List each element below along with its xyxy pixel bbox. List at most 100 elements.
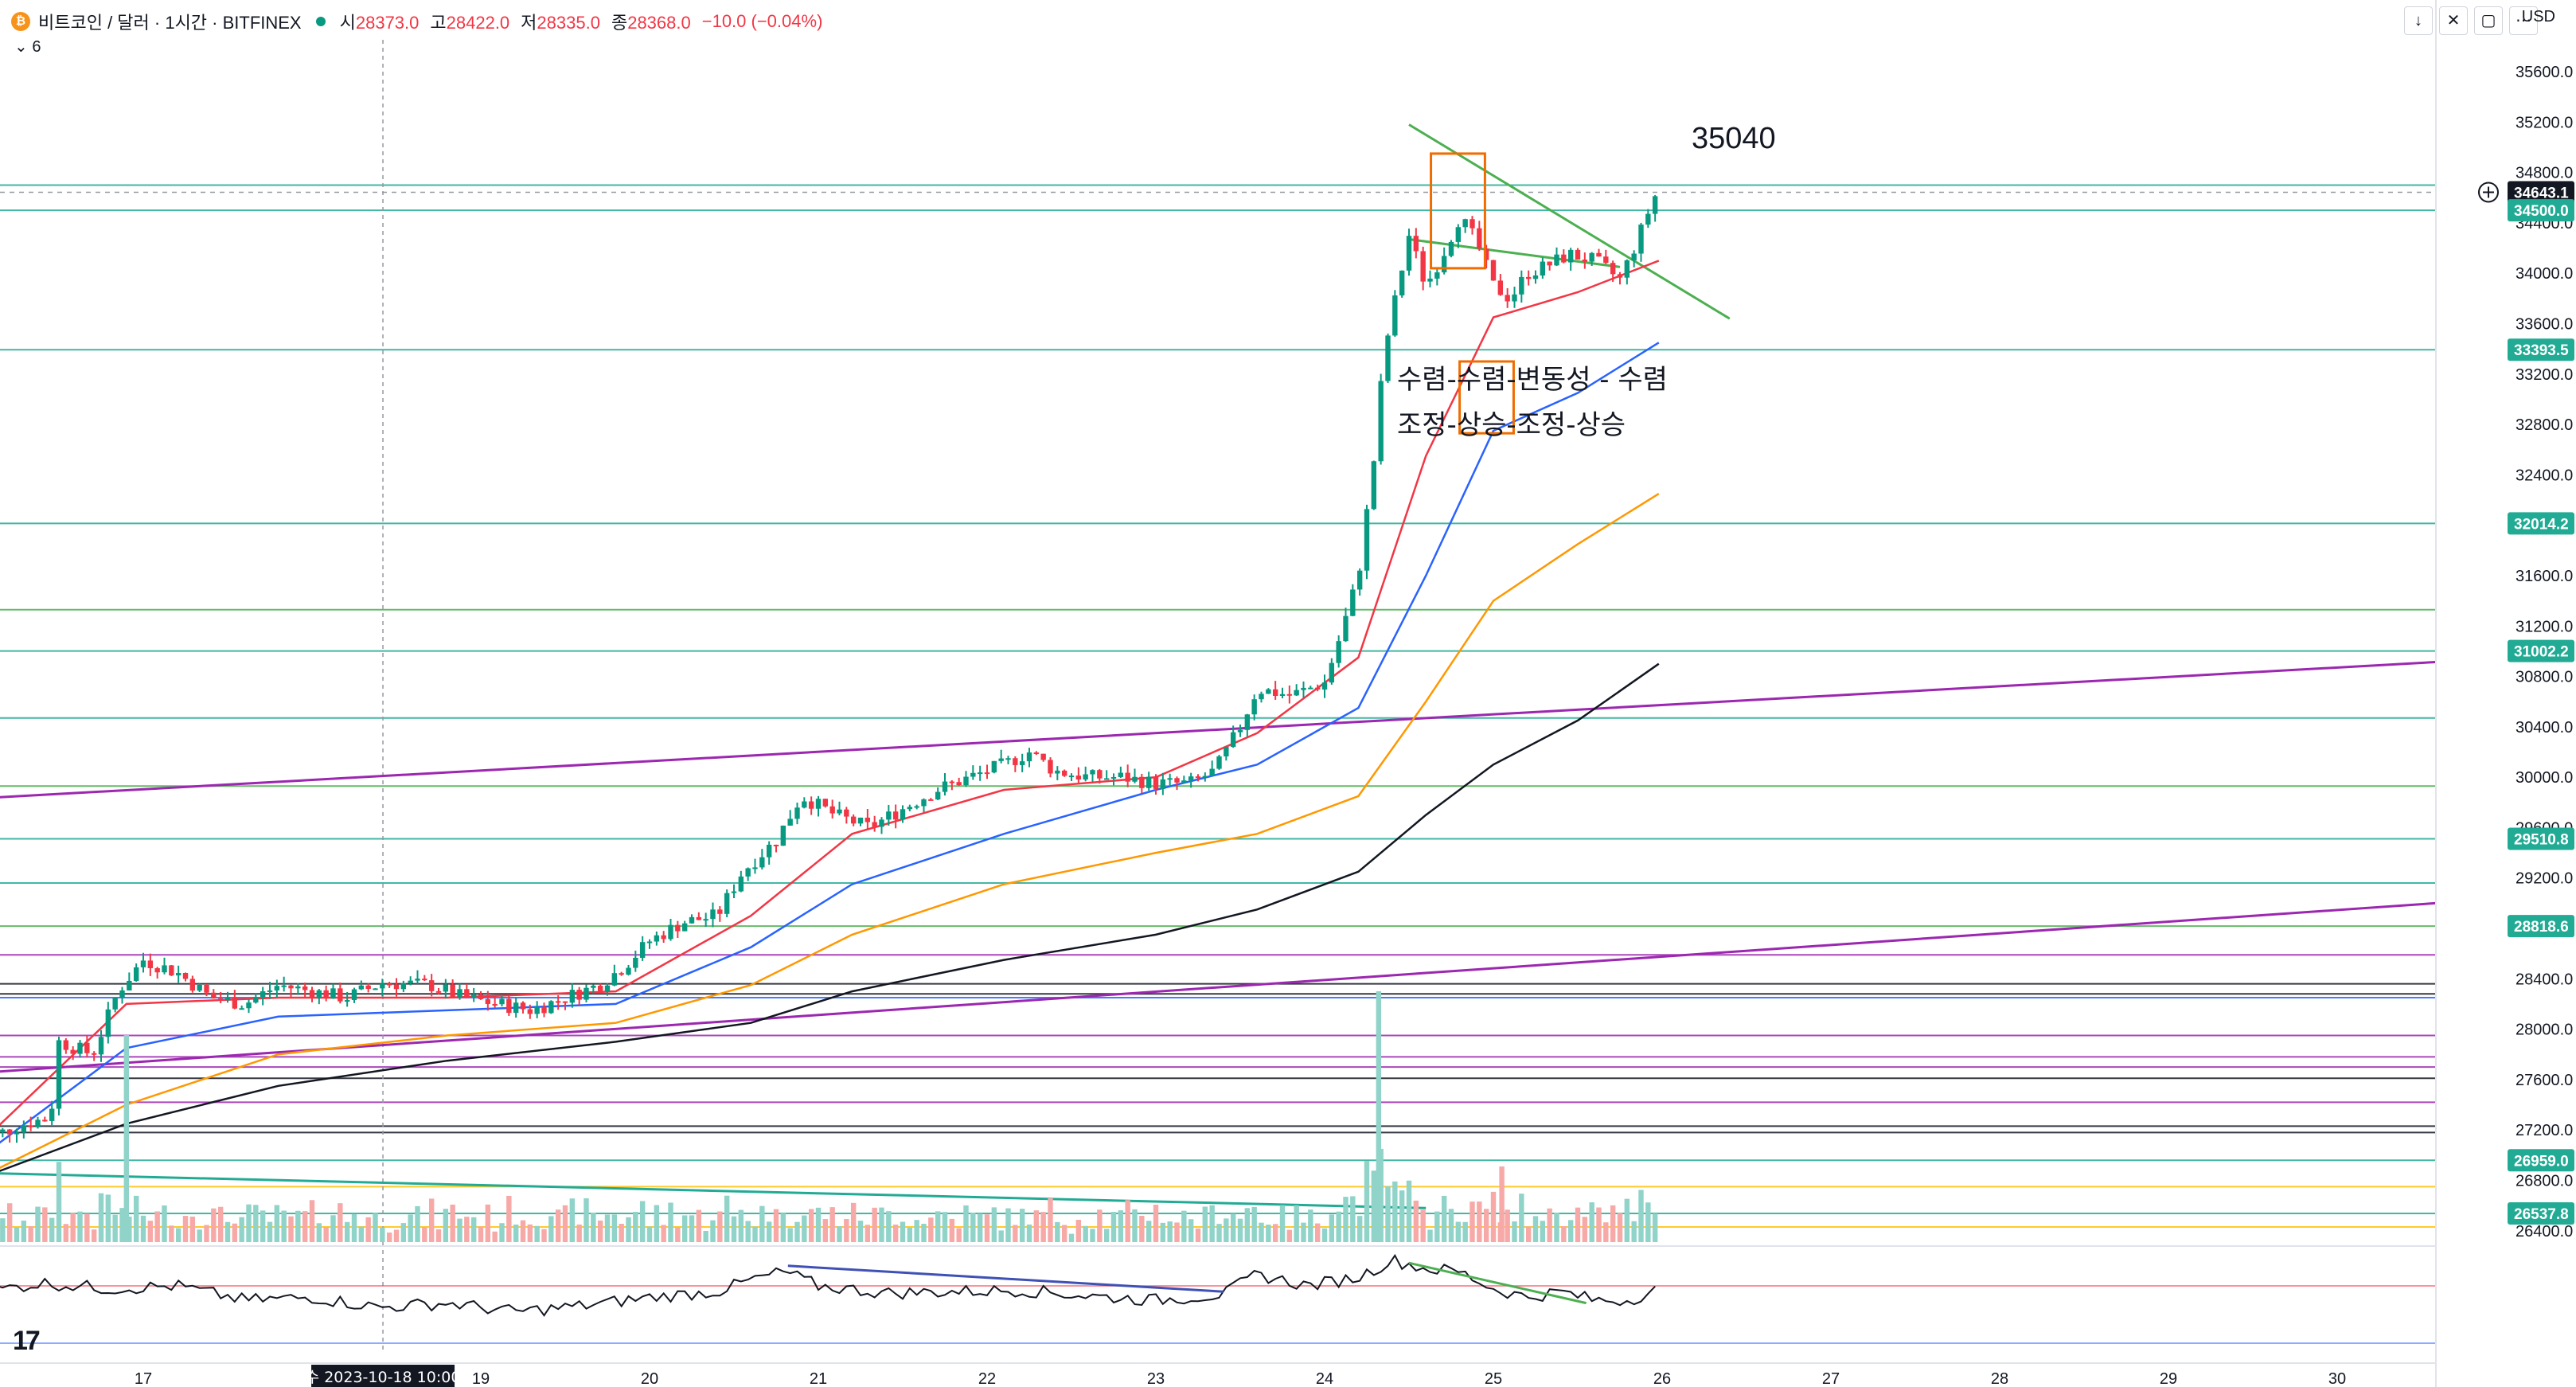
candle-body (1209, 768, 1215, 776)
volume-bar (1244, 1208, 1251, 1242)
volume-bar (886, 1211, 892, 1242)
moving-averages (0, 260, 1660, 1172)
candle-body (872, 822, 877, 827)
volume-bar (302, 1211, 308, 1242)
indicator-toggle[interactable]: ⌄ 6 (14, 38, 41, 56)
price-label-box-8 (2508, 1201, 2574, 1225)
volume-bar (197, 1229, 202, 1242)
volume-bar (1350, 1196, 1356, 1242)
volume-bar (1413, 1200, 1419, 1242)
volume-bar (21, 1221, 27, 1242)
candle-body (1061, 770, 1067, 776)
volume-bar (591, 1213, 596, 1242)
volume-bar (309, 1200, 315, 1242)
volume-bar (759, 1205, 765, 1242)
volume-bar (970, 1213, 976, 1242)
volume-bar (281, 1210, 287, 1242)
candle-body (1596, 252, 1602, 257)
candle-body (857, 817, 864, 824)
candle-body (1575, 249, 1581, 260)
candle-body (56, 1040, 62, 1109)
candle-body (970, 772, 976, 777)
candle-body (1652, 196, 1658, 214)
ema-line-3 (0, 662, 1660, 1172)
price-label-box-2 (2508, 338, 2574, 361)
volume-bar (295, 1210, 301, 1242)
candle-body (1251, 699, 1257, 715)
candle-body (499, 998, 505, 1005)
symbol-title[interactable]: 비트코인 / 달러 · 1시간 · BITFINEX (38, 13, 302, 33)
candle-body (119, 990, 125, 998)
candle-body (506, 998, 512, 1014)
candle-body (63, 1040, 69, 1050)
volume-bar (1314, 1223, 1321, 1242)
currency-label[interactable]: USD (2521, 8, 2555, 25)
candle-body (408, 980, 413, 983)
candle-body (169, 965, 174, 976)
candle-body (1519, 276, 1524, 295)
candle-body (724, 893, 730, 914)
time-label-21: 21 (810, 1370, 827, 1387)
candle-body (963, 776, 969, 786)
volume-bar (217, 1206, 224, 1242)
volume-bar (1237, 1218, 1243, 1242)
candle-body (654, 935, 660, 942)
close-icon[interactable]: ✕ (2439, 6, 2468, 35)
candle-body (182, 973, 189, 979)
candle-body (822, 799, 829, 807)
ohlc-high-label: 고 (430, 13, 447, 33)
volume-bar (1490, 1191, 1497, 1242)
candle-body (802, 801, 807, 808)
volume-bar (499, 1223, 505, 1242)
ohlc-open: 28373.0 (355, 13, 420, 33)
volume-bar (1505, 1209, 1510, 1242)
volume-bar (822, 1219, 829, 1242)
volume-bar (773, 1209, 779, 1242)
candle-body (681, 923, 688, 932)
price-note: 35040 (1692, 122, 1776, 155)
volume-bar (1364, 1161, 1370, 1242)
price-label-3: 32014.2 (2514, 516, 2569, 533)
volume-bar (984, 1214, 990, 1242)
candle-body (668, 924, 673, 940)
candle-body (1195, 776, 1201, 779)
candle-body (696, 916, 702, 920)
candle-body (197, 984, 202, 991)
candle-body (1181, 780, 1187, 783)
volume-bar (1153, 1205, 1159, 1242)
candle-body (1497, 280, 1504, 295)
candle-body (1420, 251, 1426, 282)
volume-bar (344, 1221, 350, 1242)
candle-body (1603, 256, 1609, 264)
volume-bar (1483, 1209, 1489, 1242)
arrow-down-icon[interactable]: ↓ (2404, 6, 2433, 35)
candle-body (400, 983, 407, 990)
volume-bar (1068, 1233, 1075, 1242)
volume-bar (1216, 1224, 1222, 1242)
volume-bar (724, 1195, 730, 1242)
ohlc-close: 28368.0 (627, 13, 691, 33)
time-label-22: 22 (978, 1370, 996, 1387)
volume-bar (1392, 1181, 1398, 1242)
rsi-pane: 75.0050.0025.00 (0, 1245, 2576, 1360)
candle-body (717, 909, 723, 914)
volume-bar (1139, 1216, 1145, 1242)
more-icon[interactable]: ⋯ (2509, 6, 2538, 35)
candle-body (274, 986, 280, 990)
volume-bar (1125, 1200, 1130, 1242)
candle-body (1554, 254, 1559, 266)
price-tick-label: 34000.0 (2516, 265, 2573, 283)
maximize-icon[interactable]: ▢ (2474, 6, 2503, 35)
volume-bar (639, 1201, 646, 1242)
volume-bar (1589, 1202, 1594, 1242)
candle-body (21, 1125, 27, 1133)
price-tick-label: 30400.0 (2516, 719, 2573, 736)
candle-body (1477, 228, 1482, 249)
candle-body (1455, 227, 1462, 242)
candle-body (77, 1042, 83, 1054)
cursor-time-box (311, 1365, 455, 1387)
candle-body (1132, 776, 1138, 782)
volume-bar (1371, 1170, 1377, 1242)
volume-bar (1019, 1209, 1025, 1242)
